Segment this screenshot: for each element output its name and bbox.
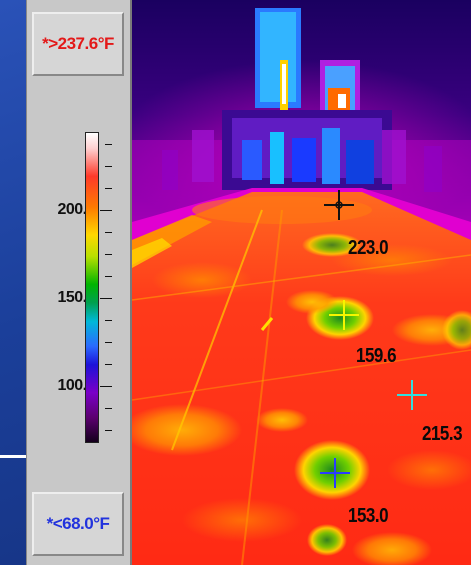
colorbar-minor-tick xyxy=(105,430,112,431)
min-temperature-label: *<68.0°F xyxy=(46,514,110,533)
colorbar-minor-tick xyxy=(105,276,112,277)
colorbar-major-tick xyxy=(100,386,112,387)
min-temperature-box: *<68.0°F xyxy=(32,492,124,556)
marker-crosshair-159 xyxy=(329,300,359,330)
marker-label-153: 153.0 xyxy=(348,504,389,527)
marker-crosshair-215 xyxy=(397,380,427,410)
colorbar-major-tick xyxy=(100,298,112,299)
colorbar-minor-tick xyxy=(105,144,112,145)
colorbar-major-tick xyxy=(100,210,112,211)
temperature-colorbar xyxy=(85,132,99,443)
marker-label-223: 223.0 xyxy=(348,236,389,259)
marker-label-215: 215.3 xyxy=(422,422,463,445)
slide-divider-line xyxy=(0,455,26,458)
colorbar-minor-tick xyxy=(105,364,112,365)
colorbar-minor-tick xyxy=(105,232,112,233)
colorbar-minor-tick xyxy=(105,188,112,189)
colorbar-minor-tick xyxy=(105,254,112,255)
max-temperature-label: *>237.6°F xyxy=(42,34,114,53)
temperature-scale-panel: *>237.6°F 200.0 150.0 100.0 *<68.0°F xyxy=(26,0,132,565)
colorbar-minor-tick xyxy=(105,166,112,167)
thermal-image: 223.0 159.6 215.3 153.0 xyxy=(132,0,471,565)
thermal-scene xyxy=(132,0,471,565)
colorbar-minor-tick xyxy=(105,342,112,343)
max-temperature-box: *>237.6°F xyxy=(32,12,124,76)
marker-crosshair-223 xyxy=(324,190,354,220)
marker-label-159: 159.6 xyxy=(356,344,397,367)
colorbar-minor-tick xyxy=(105,408,112,409)
colorbar-minor-tick xyxy=(105,320,112,321)
marker-crosshair-153 xyxy=(320,458,350,488)
